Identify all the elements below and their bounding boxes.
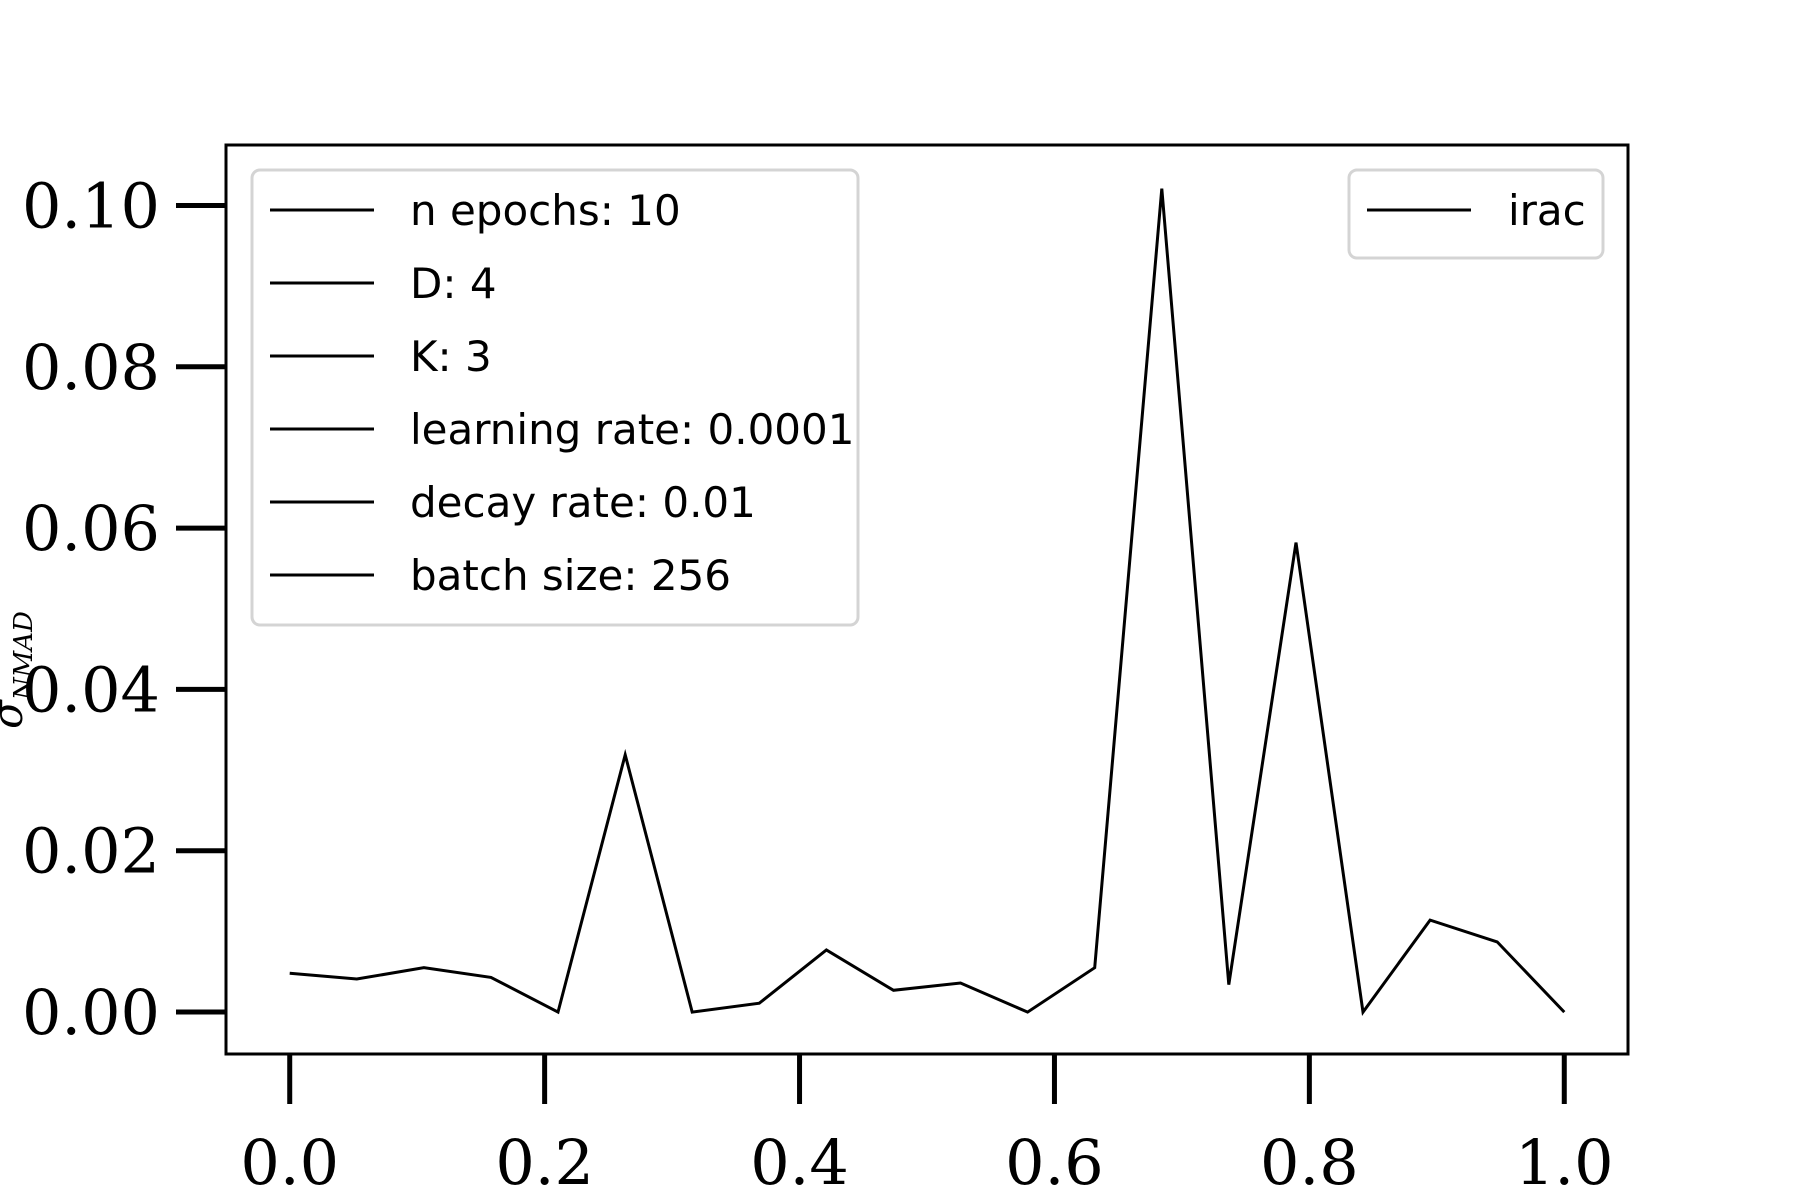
x-tick-label: 1.0 <box>1515 1126 1614 1199</box>
series-line-irac <box>289 188 1566 1016</box>
y-tick-label: 0.02 <box>22 815 160 888</box>
x-tick-label: 0.6 <box>1005 1126 1104 1199</box>
x-tick-label: 0.2 <box>495 1126 594 1199</box>
legend-params-entry: batch size: 256 <box>410 551 731 600</box>
y-axis-label: σNMAD <box>0 611 39 729</box>
y-axis-label-symbol: σ <box>0 699 32 729</box>
y-axis-label-subscript: NMAD <box>9 611 39 701</box>
plot-area-frame <box>224 143 1630 1056</box>
y-tick-label: 0.08 <box>22 331 160 404</box>
x-tick-label: 0.4 <box>750 1126 849 1199</box>
x-tick-label: 0.0 <box>240 1126 339 1199</box>
legend-params-entry: decay rate: 0.01 <box>410 478 756 527</box>
legend-series-box <box>1347 168 1605 260</box>
x-tick-label: 0.8 <box>1260 1126 1359 1199</box>
legend-params-entry: learning rate: 0.0001 <box>410 405 854 454</box>
y-tick-label: 0.06 <box>22 492 160 565</box>
legend-params-entry: D: 4 <box>410 259 497 308</box>
legend-series-entry: irac <box>1508 186 1586 235</box>
y-tick-label: 0.00 <box>22 976 160 1049</box>
y-tick-label: 0.04 <box>22 653 160 726</box>
legend-params-box <box>250 168 860 627</box>
legend-params-entry: n epochs: 10 <box>410 186 681 235</box>
y-tick-label: 0.10 <box>22 169 160 242</box>
legend-params-entry: K: 3 <box>410 332 492 381</box>
